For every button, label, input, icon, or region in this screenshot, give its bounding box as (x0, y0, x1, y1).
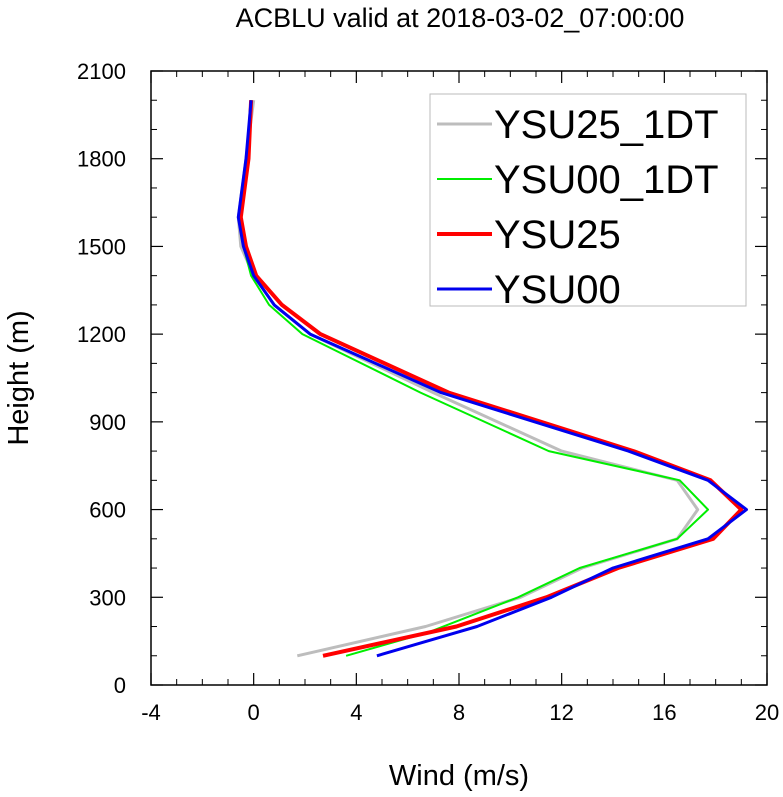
legend-label: YSU00_1DT (494, 158, 719, 202)
y-tick-label: 1500 (77, 234, 126, 259)
legend-box (429, 93, 747, 307)
x-tick-label: -4 (141, 700, 161, 725)
legend-label: YSU00 (494, 268, 621, 312)
chart-title: ACBLU valid at 2018-03-02_07:00:00 (236, 3, 685, 33)
x-tick-label: 0 (248, 700, 260, 725)
x-tick-label: 4 (350, 700, 362, 725)
y-tick-label: 900 (89, 410, 126, 435)
legend-label: YSU25 (494, 213, 621, 257)
y-tick-label: 2100 (77, 59, 126, 84)
x-tick-label: 16 (652, 700, 676, 725)
x-axis-label: Wind (m/s) (389, 760, 529, 792)
legend-label: YSU25_1DT (494, 103, 719, 147)
x-tick-label: 8 (453, 700, 465, 725)
y-tick-label: 600 (89, 498, 126, 523)
series-line-ysu00 (236, 100, 748, 658)
y-axis-label: Height (m) (3, 310, 35, 445)
legend: YSU25_1DT YSU00_1DT YSU25 YSU00 (429, 93, 747, 312)
y-tick-label: 0 (114, 673, 126, 698)
y-tick-label: 1800 (77, 147, 126, 172)
y-tick-label: 300 (89, 585, 126, 610)
x-tick-label: 20 (755, 700, 779, 725)
series-group (236, 100, 748, 658)
y-tick-label: 1200 (77, 322, 126, 347)
axis-ticks: -4 0 4 8 12 16 20 0 300 600 900 1200 1500 1800 2100 (77, 59, 779, 725)
x-tick-label: 12 (549, 700, 573, 725)
